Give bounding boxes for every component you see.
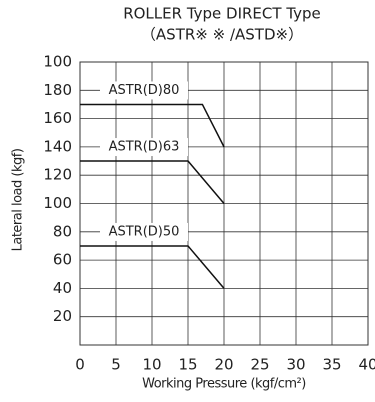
y-tick-label: 120 <box>43 166 72 184</box>
x-tick-label: 25 <box>250 356 269 374</box>
series-line <box>80 160 225 204</box>
y-axis-title: Lateral load (kgf) <box>11 149 26 252</box>
label-bg <box>100 138 188 157</box>
series-label: ASTR(D)80 <box>109 83 180 98</box>
series-label: ASTR(D)50 <box>109 224 180 239</box>
chart-subtitle: （ASTR※ ※ /ASTD※） <box>141 26 303 44</box>
x-tick-label: 15 <box>178 356 197 374</box>
y-tick-label: 140 <box>43 137 72 155</box>
x-tick-label: 10 <box>142 356 161 374</box>
y-tick-label: 60 <box>53 251 72 269</box>
y-tick-label: 180 <box>43 81 72 99</box>
y-tick-label: 100 <box>43 53 72 71</box>
y-tick-label: 160 <box>43 109 72 127</box>
x-tick-label: 0 <box>75 356 85 374</box>
y-tick-label: 100 <box>43 194 72 212</box>
label-bg <box>100 222 188 241</box>
series-line <box>80 245 225 289</box>
series-line <box>80 103 225 148</box>
x-tick-label: 20 <box>214 356 233 374</box>
x-axis-title: Working Pressure (kgf/cm²) <box>142 377 306 392</box>
x-tick-label: 30 <box>286 356 305 374</box>
plot-frame <box>79 61 369 346</box>
x-tick-label: 35 <box>322 356 341 374</box>
series-label: ASTR(D)63 <box>109 140 180 155</box>
y-tick-label: 80 <box>53 222 72 240</box>
y-tick-label: 20 <box>53 307 72 325</box>
chart-title: ROLLER Type DIRECT Type <box>123 5 321 23</box>
x-tick-label: 40 <box>358 356 375 374</box>
label-bg <box>100 81 188 100</box>
y-tick-label: 40 <box>53 279 72 297</box>
x-tick-label: 5 <box>111 356 121 374</box>
